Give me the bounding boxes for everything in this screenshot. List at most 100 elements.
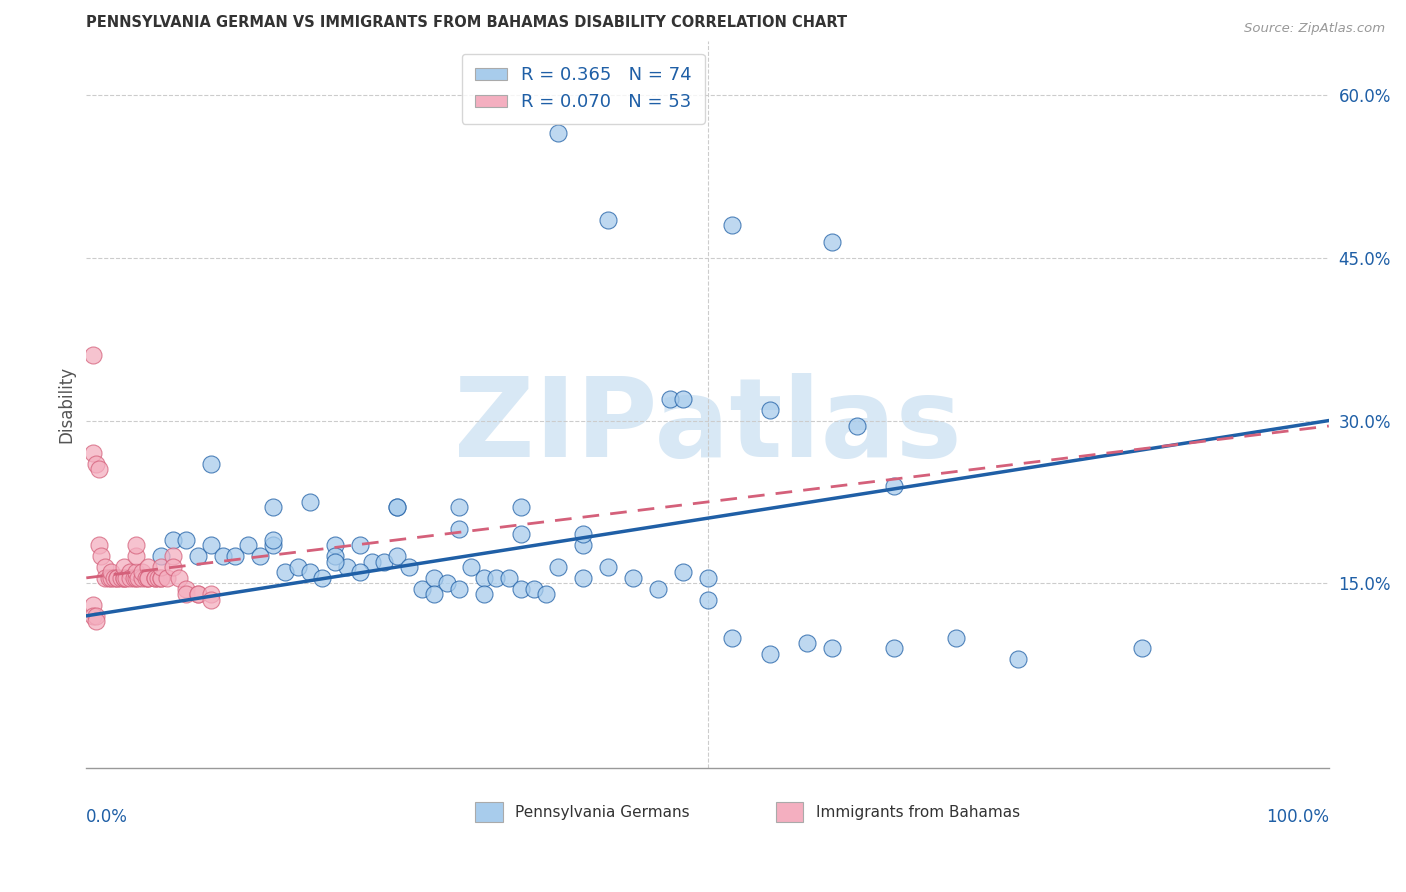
Point (200, 457, 222, 471)
Text: 100.0%: 100.0% (1265, 807, 1329, 826)
Point (447, 500, 470, 515)
Point (621, 571, 644, 585)
Point (131, 571, 153, 585)
Text: ZIPatlas: ZIPatlas (454, 373, 962, 480)
Point (187, 549, 209, 564)
Point (485, 571, 508, 585)
Point (1132, 641, 1154, 656)
Text: PENNSYLVANIA GERMAN VS IMMIGRANTS FROM BAHAMAS DISABILITY CORRELATION CHART: PENNSYLVANIA GERMAN VS IMMIGRANTS FROM B… (86, 15, 848, 30)
Point (672, 392, 695, 406)
Point (112, 571, 135, 585)
Point (349, 538, 371, 552)
Text: Pennsylvania Germans: Pennsylvania Germans (515, 805, 689, 820)
Point (696, 571, 718, 585)
Point (138, 571, 160, 585)
Point (138, 560, 160, 574)
Point (125, 566, 148, 580)
Point (125, 538, 148, 552)
Point (143, 571, 166, 585)
Point (174, 582, 197, 596)
Point (336, 560, 359, 574)
Point (236, 538, 259, 552)
Point (82, 598, 104, 612)
Point (125, 549, 148, 564)
Point (174, 587, 197, 601)
Point (118, 571, 141, 585)
Point (498, 571, 520, 585)
Point (287, 560, 309, 574)
Point (883, 478, 905, 492)
Point (262, 500, 284, 515)
Point (94, 571, 117, 585)
Point (423, 571, 446, 585)
Point (90, 549, 112, 564)
Point (758, 402, 780, 417)
Point (298, 566, 321, 580)
Point (721, 631, 744, 645)
Point (169, 571, 191, 585)
Point (262, 538, 284, 552)
Point (162, 560, 184, 574)
Point (148, 571, 170, 585)
Point (187, 587, 209, 601)
Point (672, 566, 695, 580)
Point (821, 641, 844, 656)
Point (385, 500, 408, 515)
Point (385, 500, 408, 515)
Point (135, 571, 157, 585)
Point (212, 549, 235, 564)
Point (758, 647, 780, 661)
Point (262, 533, 284, 547)
Point (845, 419, 868, 434)
Point (97, 571, 120, 585)
Point (436, 576, 458, 591)
Point (572, 538, 595, 552)
Point (323, 555, 346, 569)
Text: Source: ZipAtlas.com: Source: ZipAtlas.com (1244, 22, 1385, 36)
Point (94, 560, 117, 574)
Point (82, 446, 104, 460)
Point (84, 608, 107, 623)
Point (125, 571, 148, 585)
Point (200, 587, 222, 601)
Point (103, 571, 125, 585)
Point (510, 582, 533, 596)
Point (883, 641, 905, 656)
Point (110, 571, 132, 585)
Point (696, 592, 718, 607)
Point (131, 566, 153, 580)
Point (105, 571, 128, 585)
Point (127, 571, 149, 585)
Point (821, 235, 844, 249)
Point (945, 631, 967, 645)
Point (87, 538, 110, 552)
Point (472, 571, 495, 585)
Point (659, 392, 682, 406)
FancyBboxPatch shape (475, 802, 502, 822)
Point (398, 560, 420, 574)
Point (1007, 652, 1029, 666)
Y-axis label: Disability: Disability (58, 366, 75, 442)
Point (323, 549, 346, 564)
Point (572, 571, 595, 585)
Point (82, 349, 104, 363)
Point (162, 533, 184, 547)
Point (112, 560, 135, 574)
Point (411, 582, 433, 596)
Point (162, 549, 184, 564)
Point (447, 522, 470, 536)
Point (112, 571, 135, 585)
Point (118, 566, 141, 580)
Point (138, 571, 160, 585)
Point (149, 571, 172, 585)
Point (523, 582, 546, 596)
Point (385, 549, 408, 564)
Point (115, 571, 138, 585)
Point (149, 571, 172, 585)
Point (100, 571, 122, 585)
Text: Immigrants from Bahamas: Immigrants from Bahamas (815, 805, 1019, 820)
Point (323, 538, 346, 552)
Point (156, 571, 179, 585)
Point (510, 500, 533, 515)
FancyBboxPatch shape (776, 802, 803, 822)
